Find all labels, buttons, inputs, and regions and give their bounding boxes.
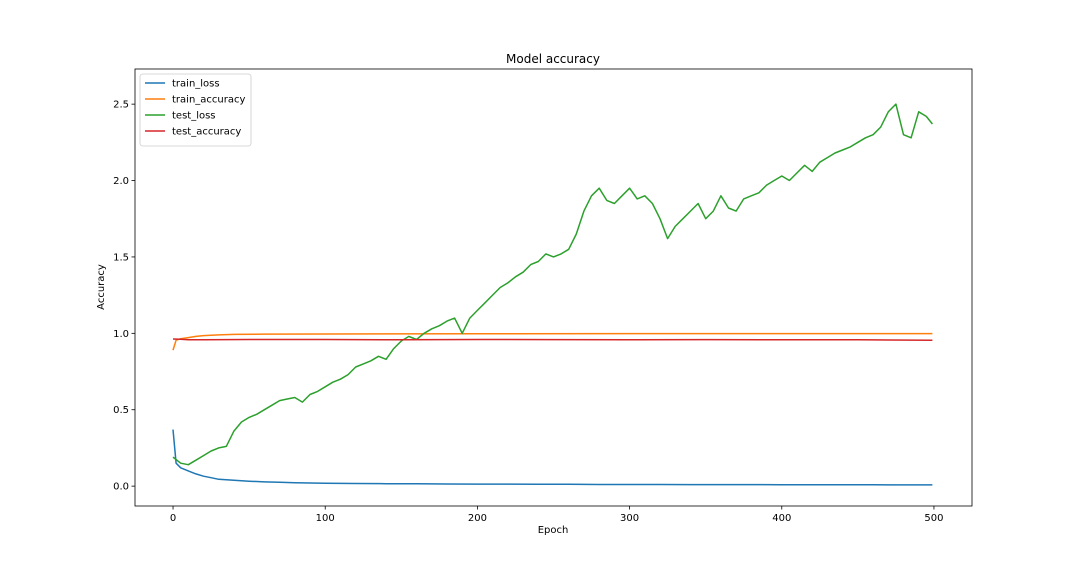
y-tick-label: 0.0 — [113, 482, 129, 493]
x-tick-label: 100 — [316, 513, 335, 524]
series-line-test-accuracy — [172, 338, 933, 341]
chart-title: Model accuracy — [506, 52, 600, 66]
legend: train_loss train_accuracy test_loss test_ac… — [139, 73, 252, 147]
y-ticks: 0.0 0.5 1.0 1.5 2.0 2.5 — [113, 100, 135, 493]
legend-label: train_loss — [172, 79, 220, 90]
y-tick-label: 2.5 — [113, 100, 129, 111]
legend-label: test_accuracy — [172, 127, 241, 138]
series-layer — [172, 103, 933, 486]
x-tick-label: 0 — [170, 513, 176, 524]
x-tick-label: 300 — [620, 513, 639, 524]
series-line-train-loss — [172, 429, 933, 486]
legend-label: test_loss — [172, 111, 216, 122]
plot-area — [135, 69, 972, 506]
y-axis-title: Accuracy — [96, 264, 107, 310]
x-axis-title: Epoch — [538, 525, 569, 536]
x-tick-label: 400 — [772, 513, 791, 524]
y-tick-label: 1.0 — [113, 329, 129, 340]
y-tick-label: 2.0 — [113, 176, 129, 187]
legend-label: train_accuracy — [172, 95, 245, 106]
y-tick-label: 1.5 — [113, 252, 129, 263]
x-ticks: 0 100 200 300 400 500 — [170, 506, 944, 524]
legend-box — [139, 73, 252, 147]
series-line-test-loss — [172, 103, 933, 466]
series-line-train-accuracy — [172, 332, 933, 351]
x-tick-label: 500 — [924, 513, 943, 524]
y-tick-label: 0.5 — [113, 405, 129, 416]
plot-frame — [134, 68, 973, 507]
x-tick-label: 200 — [468, 513, 487, 524]
